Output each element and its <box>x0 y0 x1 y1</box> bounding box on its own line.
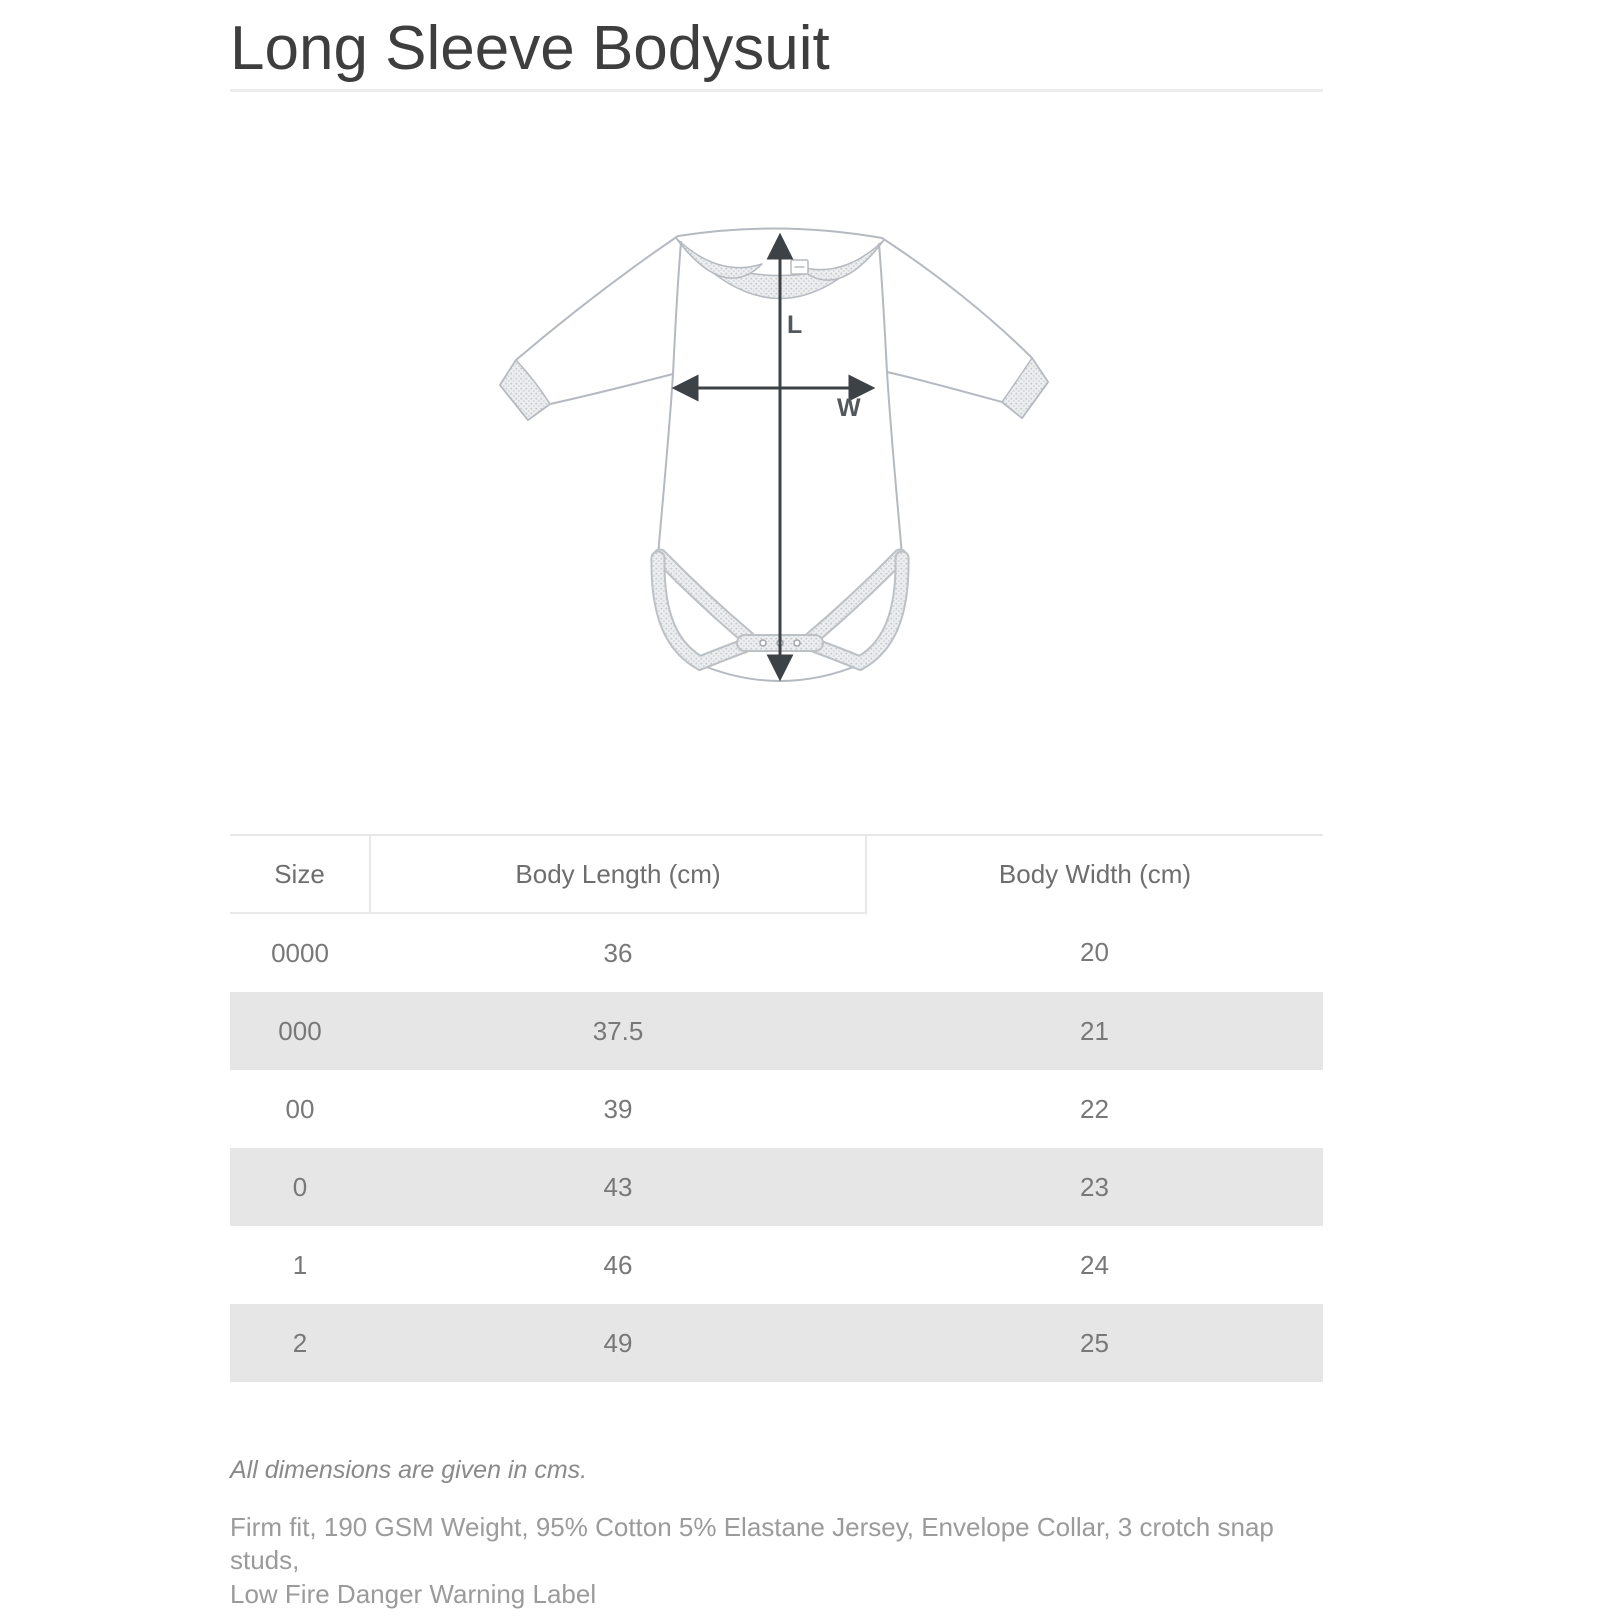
body-length-cell: 36 <box>603 937 633 968</box>
dimensions-note: All dimensions are given in cms. <box>230 1456 588 1485</box>
table-row: 0 43 23 <box>230 1148 1323 1227</box>
body-width-cell: 21 <box>866 992 1323 1071</box>
garment-outline <box>499 227 1049 683</box>
table-row: 00 39 22 <box>230 1070 1323 1148</box>
table-header-row: Size Body Length (cm) Body Width (cm) <box>230 834 1323 915</box>
snap-stud <box>793 639 801 647</box>
body-length-cell: 49 <box>370 1304 866 1383</box>
body-width-cell: 25 <box>866 1304 1323 1383</box>
bodysuit-illustration: L W <box>499 227 1049 683</box>
page-title: Long Sleeve Bodysuit <box>230 14 830 83</box>
table-row: 2 49 25 <box>230 1304 1323 1383</box>
body-width-cell: 20 <box>1080 937 1109 968</box>
size-cell: 00 <box>285 1093 315 1124</box>
content-area: Long Sleeve Bodysuit <box>230 16 1323 1611</box>
length-label: L <box>787 311 802 339</box>
column-header-body-length: Body Length (cm) <box>370 834 867 915</box>
body-width-cell: 23 <box>866 1148 1323 1227</box>
description-line-2: Low Fire Danger Warning Label <box>230 1578 597 1609</box>
size-cell: 1 <box>292 1249 308 1280</box>
product-description: Firm fit, 190 GSM Weight, 95% Cotton 5% … <box>230 1511 1323 1611</box>
size-cell: 0000 <box>271 937 329 968</box>
table-row: 000 37.5 21 <box>230 992 1323 1071</box>
body-length-cell: 37.5 <box>370 992 866 1071</box>
description-line-1: Firm fit, 190 GSM Weight, 95% Cotton 5% … <box>230 1512 1274 1576</box>
body-width-cell: 24 <box>1080 1249 1109 1280</box>
size-cell: 2 <box>230 1304 370 1383</box>
size-cell: 000 <box>230 992 370 1071</box>
dimension-arrows <box>671 232 876 682</box>
width-label: W <box>837 394 861 422</box>
title-divider <box>230 89 1323 93</box>
body-length-cell: 39 <box>603 1093 633 1124</box>
body-length-cell: 43 <box>370 1148 866 1227</box>
column-header-size: Size <box>230 834 371 915</box>
body-length-cell: 46 <box>603 1249 633 1280</box>
table-row: 0000 36 20 <box>230 913 1323 992</box>
bodysuit-diagram: L W <box>460 202 1080 722</box>
column-header-body-width: Body Width (cm) <box>866 834 1323 914</box>
size-table: Size Body Length (cm) Body Width (cm) 00… <box>230 834 1323 1383</box>
snap-stud <box>759 639 767 647</box>
table-row: 1 46 24 <box>230 1226 1323 1304</box>
size-cell: 0 <box>230 1148 370 1227</box>
body-width-cell: 22 <box>1080 1093 1109 1124</box>
